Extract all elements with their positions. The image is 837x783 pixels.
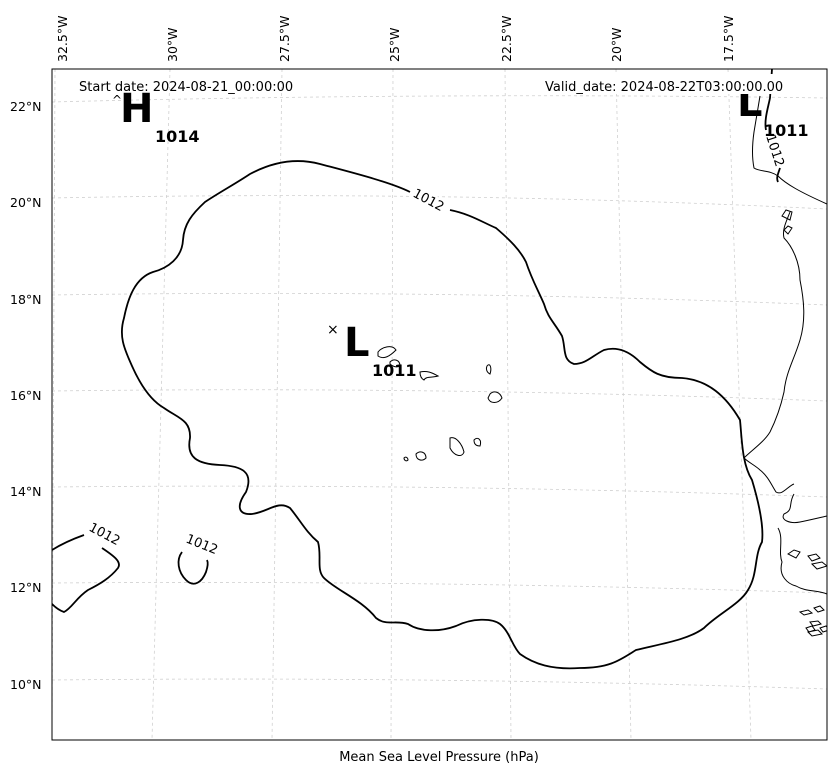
map-frame — [51, 68, 828, 741]
island-fogo — [415, 451, 427, 461]
gridline-lon-25w — [390, 69, 394, 740]
island-santo-antao — [377, 346, 397, 359]
gridline-lon-27-5w — [271, 69, 283, 740]
lat-label-10n: 10°N — [10, 677, 42, 692]
lon-label-22-5w: 22.5°W — [499, 16, 514, 62]
high-center-marker: ^ — [112, 93, 122, 107]
contour-label-west: 1012 — [86, 520, 122, 549]
contour-label-main: 1012 — [410, 186, 446, 215]
island-maio — [473, 437, 481, 447]
lon-label-27-5w: 27.5°W — [277, 16, 292, 62]
longitude-labels: 32.5°W 30°W 27.5°W 25°W 22.5°W 20°W 17.5… — [55, 16, 736, 62]
map-area: 1012 1012 1012 1012 × ^ H 1014 L 1011 L … — [52, 69, 827, 740]
start-date-text: Start date: 2024-08-21_00:00:00 — [79, 80, 293, 95]
valid-date-backing — [540, 74, 804, 94]
island-sao-nicolau — [419, 371, 440, 381]
gridline-lat-12n — [52, 582, 827, 594]
gridlines — [52, 69, 827, 740]
lon-label-20w: 20°W — [609, 27, 624, 62]
lon-label-25w: 25°W — [387, 27, 402, 62]
lat-label-20n: 20°N — [10, 195, 42, 210]
cape-verde-islands — [377, 346, 503, 462]
contour-labels: 1012 1012 1012 1012 — [84, 131, 789, 561]
lat-label-12n: 12°N — [10, 580, 42, 595]
gridline-lat-18n — [52, 292, 827, 306]
lon-label-32-5w: 32.5°W — [55, 16, 70, 62]
low-pressure-value-central: 1011 — [372, 361, 417, 380]
high-pressure-value: 1014 — [155, 127, 200, 146]
map-caption: Mean Sea Level Pressure (hPa) — [339, 750, 539, 765]
lat-label-16n: 16°N — [10, 388, 42, 403]
island-santiago — [449, 437, 465, 456]
gridline-lat-10n — [52, 678, 827, 690]
island-sal — [485, 364, 492, 375]
coastline-islands-east — [781, 209, 827, 637]
island-boa-vista — [487, 391, 503, 403]
gridline-lon-20w — [615, 69, 632, 740]
valid-date-text: Valid_date: 2024-08-22T03:00:00.00 — [545, 80, 783, 95]
lat-label-18n: 18°N — [10, 292, 42, 307]
low-center-marker: × — [327, 322, 339, 338]
lon-label-30w: 30°W — [165, 27, 180, 62]
gridline-lat-14n — [52, 485, 827, 498]
gridline-lat-22n — [52, 95, 827, 103]
island-sao-vicente — [389, 359, 401, 368]
lat-label-22n: 22°N — [10, 99, 42, 114]
latitude-labels: 22°N 20°N 18°N 16°N 14°N 12°N 10°N — [10, 99, 42, 692]
island-brava — [403, 456, 409, 462]
low-pressure-value-northeast: 1011 — [764, 121, 809, 140]
contour-label-hook: 1012 — [184, 532, 220, 558]
gridline-lon-30w — [151, 69, 171, 740]
low-pressure-letter-central: L — [344, 320, 370, 366]
isobar-1012-main — [120, 160, 764, 670]
gridline-lat-16n — [52, 389, 827, 402]
gridline-lat-20n — [52, 195, 827, 210]
gridline-lon-17-5w — [727, 69, 752, 740]
isobar-1012-hook — [177, 551, 209, 585]
isobar-1012-west — [52, 534, 120, 613]
coastline-africa — [743, 95, 827, 595]
high-pressure-letter: H — [120, 86, 153, 132]
gridline-lon-22-5w — [504, 69, 512, 740]
lon-label-17-5w: 17.5°W — [721, 16, 736, 62]
lat-label-14n: 14°N — [10, 484, 42, 499]
